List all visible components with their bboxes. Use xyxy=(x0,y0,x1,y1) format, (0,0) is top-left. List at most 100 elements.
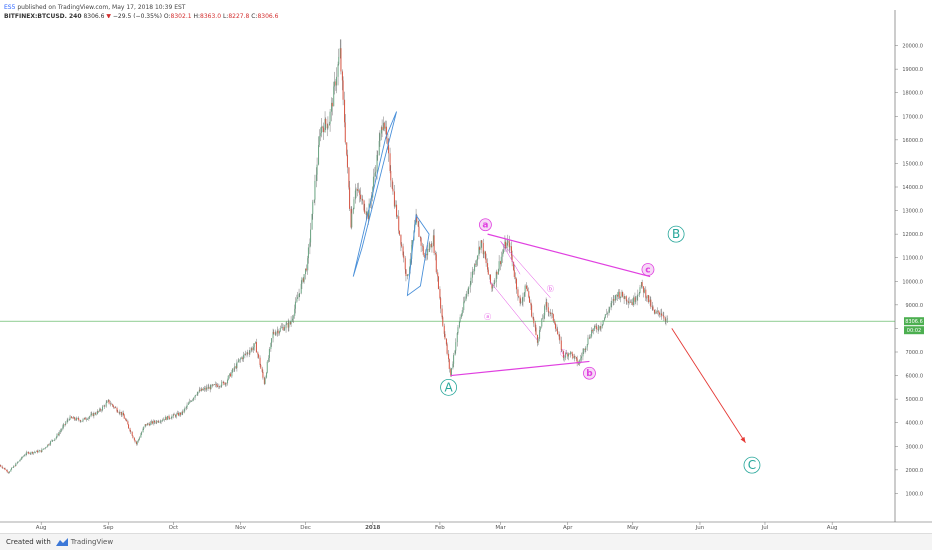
candle-body xyxy=(170,418,172,419)
candle-body xyxy=(479,247,481,250)
candle xyxy=(120,411,122,417)
candle-body xyxy=(64,424,66,425)
candle xyxy=(89,415,91,419)
change-arrow-icon: ▼ xyxy=(106,13,111,20)
candle-body xyxy=(651,306,653,308)
candle-body xyxy=(79,420,81,422)
candle xyxy=(131,431,133,436)
candle-body xyxy=(526,285,528,289)
candle-body xyxy=(151,421,153,424)
candle xyxy=(383,121,385,132)
candle-body xyxy=(341,71,343,81)
candle-body xyxy=(374,173,376,177)
candle-body xyxy=(422,245,424,247)
candle-body xyxy=(595,325,597,327)
candle-body xyxy=(120,411,122,415)
candle xyxy=(463,296,465,304)
candle-body xyxy=(491,283,493,289)
candle-body xyxy=(11,467,13,470)
candle xyxy=(232,368,234,373)
candle xyxy=(431,242,433,253)
candle xyxy=(34,450,36,454)
candle-body xyxy=(524,285,526,293)
candle-body xyxy=(134,440,136,442)
candle-body xyxy=(455,342,457,351)
candle xyxy=(288,320,290,332)
candle xyxy=(138,436,140,441)
candle xyxy=(573,353,575,362)
candle xyxy=(276,326,278,337)
candle xyxy=(212,384,214,387)
candle xyxy=(466,290,468,299)
tradingview-logo[interactable]: TradingView xyxy=(55,538,113,546)
publish-info: published on TradingView.com, May 17, 20… xyxy=(17,4,186,11)
candle-body xyxy=(249,350,251,354)
candle-body xyxy=(301,278,303,284)
candle xyxy=(496,271,498,279)
candle-body xyxy=(294,301,296,309)
candle xyxy=(515,272,517,284)
x-tick-label: Nov xyxy=(235,525,246,531)
candle xyxy=(662,311,664,317)
candle xyxy=(62,424,64,431)
candle-body xyxy=(112,404,114,406)
candle-body xyxy=(342,80,344,100)
candle xyxy=(110,402,112,405)
candle-body xyxy=(325,118,327,125)
candle xyxy=(661,308,663,320)
candle xyxy=(429,241,431,252)
candle xyxy=(279,325,281,333)
candle xyxy=(47,444,49,448)
candle xyxy=(253,343,255,353)
candle xyxy=(519,294,521,307)
candle-body xyxy=(49,444,51,445)
candle xyxy=(339,39,341,59)
candle-body xyxy=(58,432,60,435)
candle-body xyxy=(112,405,114,408)
candle xyxy=(391,177,393,190)
candle-body xyxy=(357,190,359,191)
candle xyxy=(645,295,647,302)
candle xyxy=(500,260,502,271)
candle xyxy=(197,391,199,396)
x-tick-label: Jun xyxy=(695,525,705,531)
candle xyxy=(375,165,377,177)
candle-body xyxy=(328,123,330,126)
candle xyxy=(123,413,125,419)
candle xyxy=(68,418,70,421)
candle-body xyxy=(634,297,636,302)
candle-body xyxy=(463,300,465,302)
candle xyxy=(396,214,398,219)
candle-body xyxy=(580,356,582,359)
candle-body xyxy=(309,242,311,248)
candle xyxy=(394,200,396,208)
candle-body xyxy=(574,356,576,358)
candle-body xyxy=(534,323,536,328)
candle-body xyxy=(177,412,179,416)
candle-body xyxy=(641,282,643,287)
ohlc-line: BITFINEX:BTCUSD, 240 8306.6 ▼ −29.5 (−0.… xyxy=(4,12,278,21)
candle xyxy=(591,327,593,339)
candle-body xyxy=(312,201,314,214)
candle-body xyxy=(299,293,301,294)
candle xyxy=(50,440,52,446)
candle xyxy=(474,260,476,268)
candle xyxy=(545,297,547,310)
candle xyxy=(639,284,641,294)
author-link[interactable]: ES5 xyxy=(4,4,16,11)
candle xyxy=(407,273,409,277)
candle-body xyxy=(84,417,86,419)
candle xyxy=(8,471,10,474)
candle-body xyxy=(73,417,75,419)
candle-body xyxy=(95,413,97,415)
candle xyxy=(554,322,556,332)
price-chart[interactable]: 1000.0 2000.0 3000.0 4000.0 5000.0 6000.0 7000… xyxy=(0,0,932,533)
candle xyxy=(253,343,255,351)
candle xyxy=(432,229,434,247)
candle-body xyxy=(507,240,509,243)
candle xyxy=(159,419,161,424)
candle-body xyxy=(206,387,208,390)
candle-body xyxy=(156,420,158,423)
candle-body xyxy=(456,333,458,343)
candle-body xyxy=(34,452,36,453)
